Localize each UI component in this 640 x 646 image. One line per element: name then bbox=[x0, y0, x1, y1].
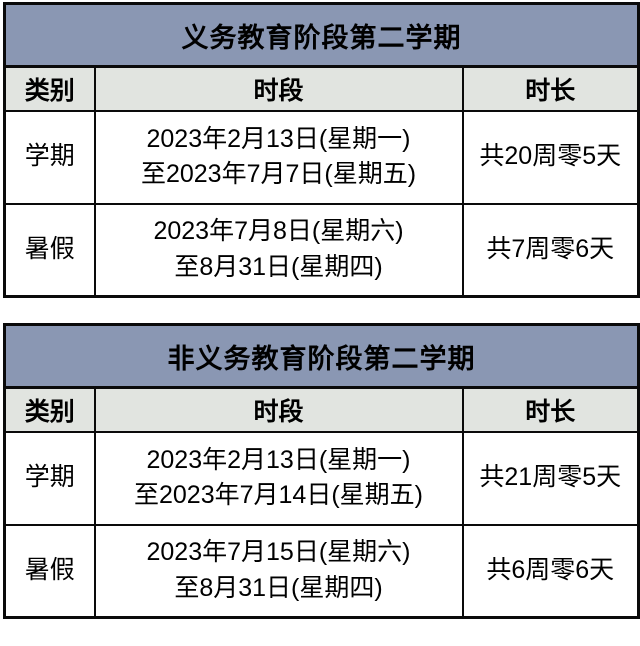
period-cell: 2023年2月13日(星期一) 至2023年7月7日(星期五) bbox=[93, 109, 464, 205]
table-row-semester: 学期 2023年2月13日(星期一) 至2023年7月14日(星期五) 共21周… bbox=[3, 430, 640, 526]
period-end: 至8月31日(星期四) bbox=[174, 252, 383, 281]
column-header-duration: 时长 bbox=[461, 386, 640, 433]
period-cell: 2023年7月15日(星期六) 至8月31日(星期四) bbox=[93, 523, 464, 619]
compulsory-education-schedule-table: 义务教育阶段第二学期 类别 时段 时长 学期 2023年2月13日(星期一) 至… bbox=[3, 2, 640, 298]
period-start: 2023年2月13日(星期一) bbox=[146, 445, 411, 474]
table-row-semester: 学期 2023年2月13日(星期一) 至2023年7月7日(星期五) 共20周零… bbox=[3, 109, 640, 205]
category-cell: 暑假 bbox=[3, 202, 96, 298]
table-row-summer-vacation: 暑假 2023年7月8日(星期六) 至8月31日(星期四) 共7周零6天 bbox=[3, 202, 640, 298]
period-cell: 2023年7月8日(星期六) 至8月31日(星期四) bbox=[93, 202, 464, 298]
duration-cell: 共20周零5天 bbox=[461, 109, 640, 205]
category-cell: 学期 bbox=[3, 109, 96, 205]
period-start: 2023年7月15日(星期六) bbox=[146, 538, 411, 567]
period-end: 至2023年7月7日(星期五) bbox=[140, 160, 417, 188]
category-cell: 学期 bbox=[3, 430, 96, 526]
table-title: 非义务教育阶段第二学期 bbox=[3, 323, 640, 389]
column-header-period: 时段 bbox=[93, 65, 464, 112]
column-header-row: 类别 时段 时长 bbox=[3, 65, 640, 112]
column-header-duration: 时长 bbox=[461, 65, 640, 112]
period-end: 至8月31日(星期四) bbox=[174, 573, 383, 602]
period-end: 至2023年7月14日(星期五) bbox=[134, 481, 423, 509]
column-header-category: 类别 bbox=[3, 65, 96, 112]
tables-spacer bbox=[3, 298, 637, 323]
period-start: 2023年2月13日(星期一) bbox=[146, 124, 411, 153]
non-compulsory-education-schedule-table: 非义务教育阶段第二学期 类别 时段 时长 学期 2023年2月13日(星期一) … bbox=[3, 323, 640, 619]
duration-cell: 共21周零5天 bbox=[461, 430, 640, 526]
table-title-row: 义务教育阶段第二学期 bbox=[3, 2, 640, 68]
column-header-period: 时段 bbox=[93, 386, 464, 433]
table-title: 义务教育阶段第二学期 bbox=[3, 2, 640, 68]
category-cell: 暑假 bbox=[3, 523, 96, 619]
column-header-row: 类别 时段 时长 bbox=[3, 386, 640, 433]
period-start: 2023年7月8日(星期六) bbox=[153, 217, 404, 246]
period-cell: 2023年2月13日(星期一) 至2023年7月14日(星期五) bbox=[93, 430, 464, 526]
duration-cell: 共6周零6天 bbox=[461, 523, 640, 619]
table-title-row: 非义务教育阶段第二学期 bbox=[3, 323, 640, 389]
column-header-category: 类别 bbox=[3, 386, 96, 433]
duration-cell: 共7周零6天 bbox=[461, 202, 640, 298]
table-row-summer-vacation: 暑假 2023年7月15日(星期六) 至8月31日(星期四) 共6周零6天 bbox=[3, 523, 640, 619]
